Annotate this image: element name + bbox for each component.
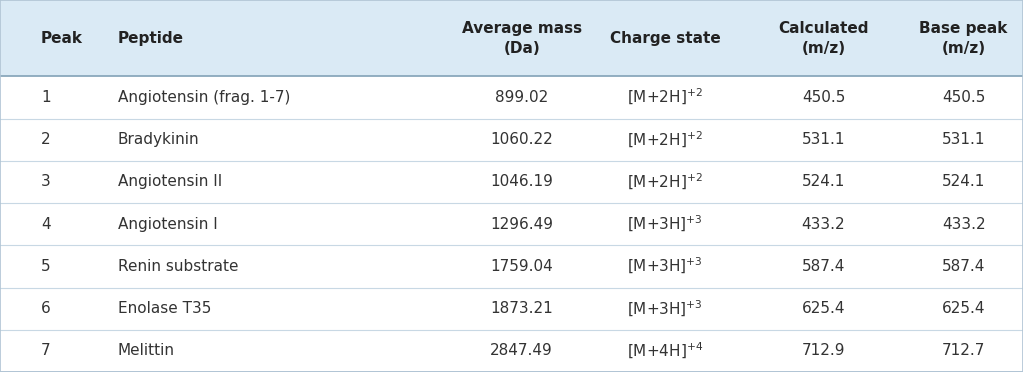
Text: Bradykinin: Bradykinin: [118, 132, 199, 147]
Text: 6: 6: [41, 301, 51, 316]
Text: Calculated
(m/z): Calculated (m/z): [779, 21, 869, 55]
Text: 524.1: 524.1: [942, 174, 985, 189]
Text: 433.2: 433.2: [802, 217, 845, 232]
Text: 450.5: 450.5: [802, 90, 845, 105]
Text: 712.7: 712.7: [942, 343, 985, 358]
Text: Enolase T35: Enolase T35: [118, 301, 211, 316]
Text: 899.02: 899.02: [495, 90, 548, 105]
Text: Average mass
(Da): Average mass (Da): [461, 21, 582, 55]
Text: [M+3H]$^{+3}$: [M+3H]$^{+3}$: [627, 299, 703, 319]
Text: Angiotensin I: Angiotensin I: [118, 217, 218, 232]
Text: [M+2H]$^{+2}$: [M+2H]$^{+2}$: [627, 87, 703, 108]
Text: Charge state: Charge state: [610, 31, 720, 46]
Text: Angiotensin II: Angiotensin II: [118, 174, 222, 189]
Text: 1759.04: 1759.04: [490, 259, 553, 274]
Text: 1: 1: [41, 90, 50, 105]
Text: 587.4: 587.4: [942, 259, 985, 274]
Text: 3: 3: [41, 174, 51, 189]
Text: 1046.19: 1046.19: [490, 174, 553, 189]
Text: [M+3H]$^{+3}$: [M+3H]$^{+3}$: [627, 214, 703, 234]
Text: Base peak
(m/z): Base peak (m/z): [920, 21, 1008, 55]
Text: Renin substrate: Renin substrate: [118, 259, 238, 274]
Text: 450.5: 450.5: [942, 90, 985, 105]
Text: 531.1: 531.1: [802, 132, 845, 147]
Text: [M+2H]$^{+2}$: [M+2H]$^{+2}$: [627, 172, 703, 192]
Text: [M+3H]$^{+3}$: [M+3H]$^{+3}$: [627, 256, 703, 276]
Text: 1296.49: 1296.49: [490, 217, 553, 232]
Text: 625.4: 625.4: [802, 301, 845, 316]
Text: 5: 5: [41, 259, 50, 274]
Text: 4: 4: [41, 217, 50, 232]
Text: Peptide: Peptide: [118, 31, 184, 46]
Text: Angiotensin (frag. 1-7): Angiotensin (frag. 1-7): [118, 90, 290, 105]
Text: 712.9: 712.9: [802, 343, 845, 358]
Bar: [0, 0, 1023, 76]
Text: 1873.21: 1873.21: [490, 301, 553, 316]
Text: 433.2: 433.2: [942, 217, 985, 232]
Text: 587.4: 587.4: [802, 259, 845, 274]
Text: 524.1: 524.1: [802, 174, 845, 189]
Text: 531.1: 531.1: [942, 132, 985, 147]
Text: [M+4H]$^{+4}$: [M+4H]$^{+4}$: [627, 341, 703, 361]
Text: 625.4: 625.4: [942, 301, 985, 316]
Text: [M+2H]$^{+2}$: [M+2H]$^{+2}$: [627, 129, 703, 150]
Text: 7: 7: [41, 343, 50, 358]
Text: 2847.49: 2847.49: [490, 343, 553, 358]
Text: 1060.22: 1060.22: [490, 132, 553, 147]
Text: Melittin: Melittin: [118, 343, 175, 358]
Text: 2: 2: [41, 132, 50, 147]
Text: Peak: Peak: [41, 31, 83, 46]
